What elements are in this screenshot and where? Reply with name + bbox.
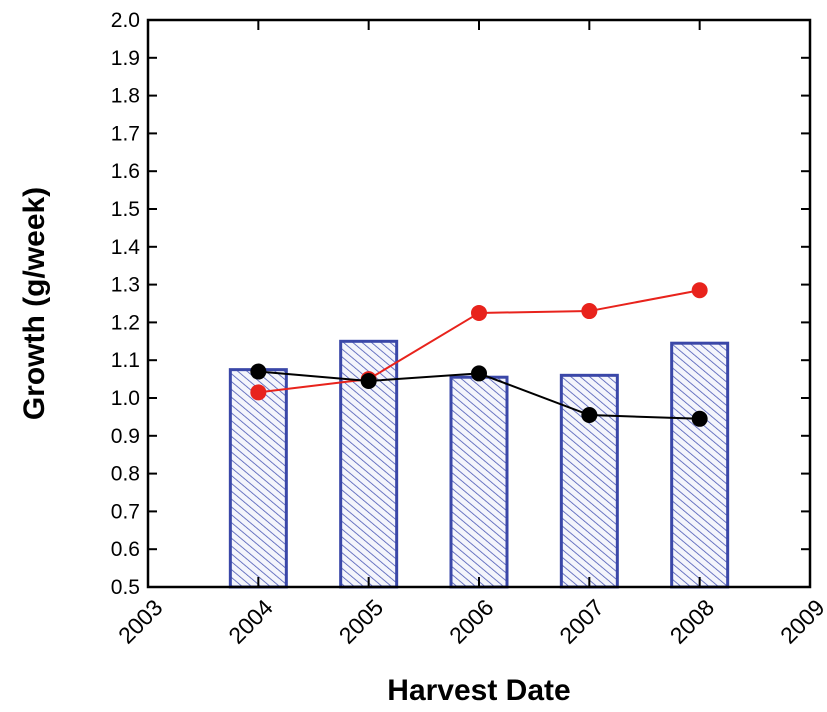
x-tick-label: 2005 [334, 594, 389, 649]
series-2-point-2005 [360, 372, 377, 389]
x-tick-label: 2006 [444, 594, 499, 649]
x-tick-label: 2009 [775, 594, 827, 649]
y-tick-label: 1.4 [111, 236, 141, 259]
y-tick-label: 1.3 [111, 274, 140, 297]
x-tick-label: 2008 [665, 594, 720, 649]
series-2-point-2006 [471, 365, 487, 382]
y-tick-label: 1.2 [111, 311, 140, 334]
y-tick-label: 1.7 [111, 122, 140, 145]
y-tick-label: 1.9 [111, 47, 140, 70]
y-tick-label: 2.0 [111, 9, 140, 32]
x-tick-label: 2003 [113, 594, 168, 649]
series-2-point-2004 [250, 363, 267, 380]
y-tick-label: 1.0 [111, 387, 140, 410]
series-2-point-2008 [691, 410, 708, 427]
y-tick-label: 0.6 [111, 538, 140, 561]
y-tick-label: 0.8 [111, 463, 140, 486]
y-tick-label: 1.5 [111, 198, 140, 221]
series-1-point-2006 [471, 304, 487, 321]
y-tick-label: 0.5 [111, 576, 140, 599]
series-1-point-2004 [250, 384, 267, 401]
series-1-point-2008 [691, 282, 708, 299]
x-axis-title: Harvest Date [387, 674, 570, 707]
series-1-point-2007 [581, 303, 598, 320]
y-tick-label: 1.1 [111, 349, 140, 372]
y-tick-label: 1.6 [111, 160, 140, 183]
series-2-point-2007 [581, 407, 598, 424]
y-tick-label: 0.7 [111, 500, 140, 523]
y-tick-label: 0.9 [111, 425, 140, 448]
y-axis: 0.5 0.6 0.7 0.8 0.9 1.0 1.1 1.2 1.3 1.4 1.5 1.6 1.7 1… [111, 9, 810, 599]
bar-2008 [670, 341, 730, 589]
y-tick-label: 1.8 [111, 85, 140, 108]
bar-2004 [228, 368, 288, 589]
lines-layer [250, 282, 708, 427]
x-tick-label: 2004 [223, 594, 278, 649]
y-axis-title: Growth (g/week) [18, 187, 51, 420]
bar-2006 [449, 375, 509, 589]
bar-2007 [559, 373, 619, 589]
x-tick-label: 2007 [554, 594, 609, 649]
